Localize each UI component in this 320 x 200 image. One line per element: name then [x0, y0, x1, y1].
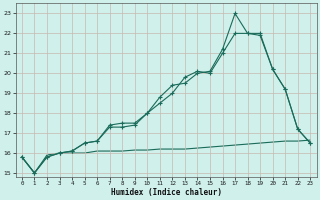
X-axis label: Humidex (Indice chaleur): Humidex (Indice chaleur): [111, 188, 221, 197]
